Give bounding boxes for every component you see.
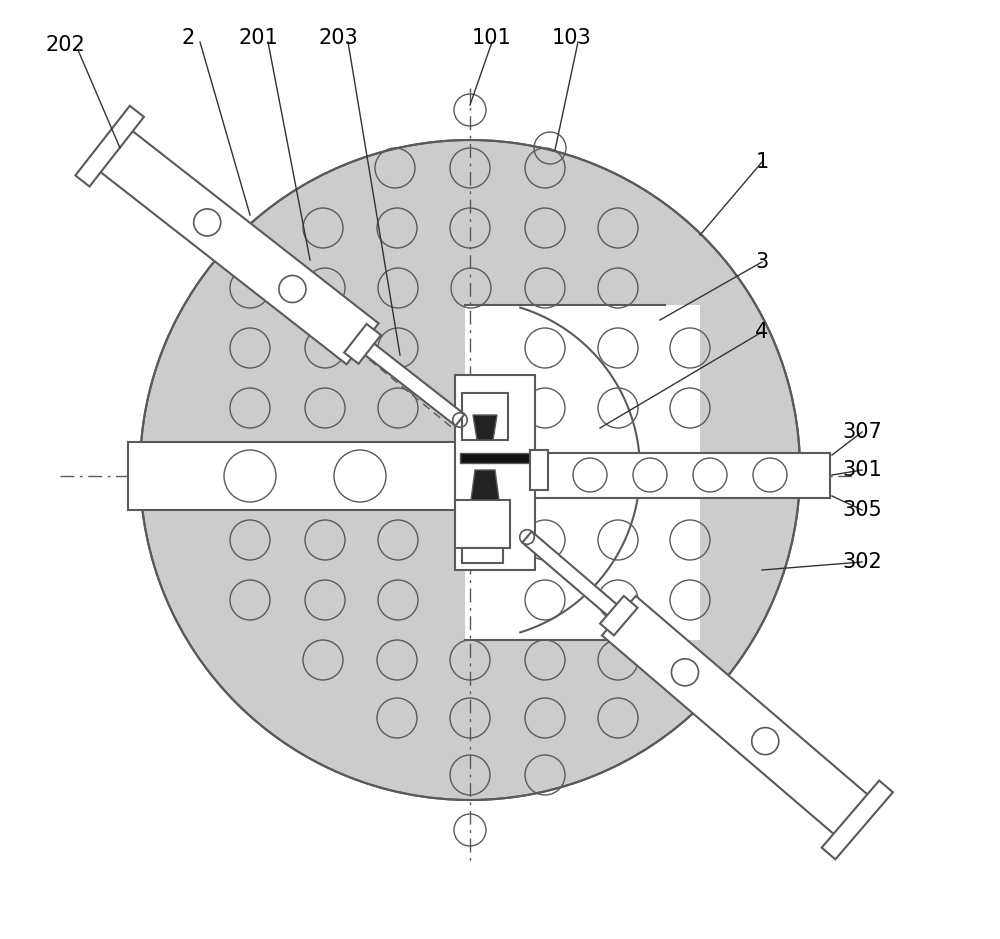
Text: 203: 203 (318, 28, 358, 48)
Polygon shape (455, 375, 535, 570)
Text: 301: 301 (842, 460, 882, 480)
Text: 307: 307 (842, 422, 882, 442)
Polygon shape (465, 305, 700, 640)
Text: 103: 103 (552, 28, 592, 48)
Polygon shape (358, 338, 464, 425)
Polygon shape (530, 453, 830, 498)
Text: 202: 202 (45, 35, 85, 55)
Text: 4: 4 (755, 322, 769, 342)
Polygon shape (600, 596, 638, 636)
Polygon shape (522, 531, 624, 622)
Text: 305: 305 (842, 500, 882, 520)
Text: 2: 2 (181, 28, 195, 48)
Polygon shape (462, 548, 503, 563)
Polygon shape (75, 106, 144, 187)
Polygon shape (140, 140, 800, 800)
Polygon shape (462, 393, 508, 440)
Text: 101: 101 (472, 28, 512, 48)
Text: 302: 302 (842, 552, 882, 572)
Polygon shape (128, 442, 467, 510)
Text: 201: 201 (238, 28, 278, 48)
Polygon shape (471, 470, 499, 500)
Text: 3: 3 (755, 252, 769, 272)
Polygon shape (822, 780, 893, 859)
Polygon shape (460, 453, 530, 463)
Polygon shape (96, 128, 379, 364)
Polygon shape (344, 324, 381, 363)
Polygon shape (530, 450, 548, 490)
Polygon shape (602, 596, 872, 838)
Polygon shape (473, 415, 497, 440)
Polygon shape (455, 500, 510, 548)
Text: 1: 1 (755, 152, 769, 172)
